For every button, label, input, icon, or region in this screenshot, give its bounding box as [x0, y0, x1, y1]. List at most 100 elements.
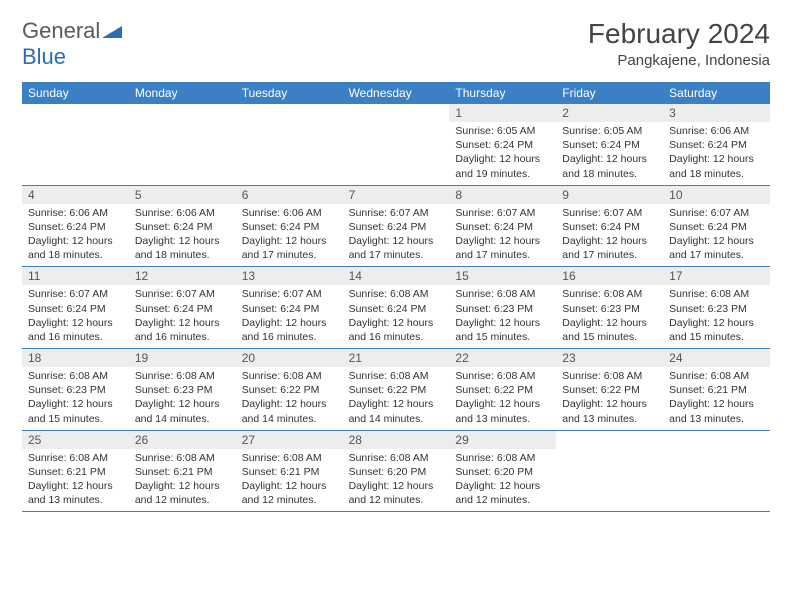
day-number: 16	[556, 267, 663, 285]
day-number: 1	[449, 104, 556, 122]
logo-triangle-icon	[102, 18, 122, 44]
cell-body: Sunrise: 6:07 AMSunset: 6:24 PMDaylight:…	[22, 285, 129, 348]
day-number: 18	[22, 349, 129, 367]
day-number: 13	[236, 267, 343, 285]
calendar-cell: 21Sunrise: 6:08 AMSunset: 6:22 PMDayligh…	[343, 349, 450, 430]
calendar-cell: 29Sunrise: 6:08 AMSunset: 6:20 PMDayligh…	[449, 431, 556, 512]
location: Pangkajene, Indonesia	[588, 52, 770, 69]
calendar-cell	[343, 104, 450, 185]
cell-body: Sunrise: 6:07 AMSunset: 6:24 PMDaylight:…	[556, 204, 663, 267]
cell-body: Sunrise: 6:08 AMSunset: 6:24 PMDaylight:…	[343, 285, 450, 348]
logo-text-gray: General	[22, 18, 100, 43]
calendar-cell: 24Sunrise: 6:08 AMSunset: 6:21 PMDayligh…	[663, 349, 770, 430]
day-number: 4	[22, 186, 129, 204]
cell-body: Sunrise: 6:06 AMSunset: 6:24 PMDaylight:…	[129, 204, 236, 267]
day-number: 17	[663, 267, 770, 285]
cell-body: Sunrise: 6:08 AMSunset: 6:23 PMDaylight:…	[449, 285, 556, 348]
day-number: 22	[449, 349, 556, 367]
day-header: Tuesday	[236, 82, 343, 104]
calendar-cell: 8Sunrise: 6:07 AMSunset: 6:24 PMDaylight…	[449, 186, 556, 267]
day-number: 27	[236, 431, 343, 449]
calendar-cell: 18Sunrise: 6:08 AMSunset: 6:23 PMDayligh…	[22, 349, 129, 430]
day-number: 8	[449, 186, 556, 204]
day-number	[22, 104, 129, 122]
calendar-cell: 16Sunrise: 6:08 AMSunset: 6:23 PMDayligh…	[556, 267, 663, 348]
calendar-cell: 20Sunrise: 6:08 AMSunset: 6:22 PMDayligh…	[236, 349, 343, 430]
cell-body: Sunrise: 6:06 AMSunset: 6:24 PMDaylight:…	[22, 204, 129, 267]
calendar-cell: 27Sunrise: 6:08 AMSunset: 6:21 PMDayligh…	[236, 431, 343, 512]
day-header: Wednesday	[343, 82, 450, 104]
cell-body: Sunrise: 6:07 AMSunset: 6:24 PMDaylight:…	[663, 204, 770, 267]
calendar-cell	[22, 104, 129, 185]
day-header: Sunday	[22, 82, 129, 104]
calendar-cell: 19Sunrise: 6:08 AMSunset: 6:23 PMDayligh…	[129, 349, 236, 430]
title-block: February 2024 Pangkajene, Indonesia	[588, 18, 770, 69]
calendar-cell: 6Sunrise: 6:06 AMSunset: 6:24 PMDaylight…	[236, 186, 343, 267]
day-header: Monday	[129, 82, 236, 104]
cell-body: Sunrise: 6:08 AMSunset: 6:20 PMDaylight:…	[343, 449, 450, 512]
cell-body: Sunrise: 6:08 AMSunset: 6:23 PMDaylight:…	[663, 285, 770, 348]
calendar-cell	[663, 431, 770, 512]
day-number	[236, 104, 343, 122]
logo-text: General Blue	[22, 18, 122, 70]
cell-body: Sunrise: 6:07 AMSunset: 6:24 PMDaylight:…	[236, 285, 343, 348]
calendar-cell: 17Sunrise: 6:08 AMSunset: 6:23 PMDayligh…	[663, 267, 770, 348]
day-number: 11	[22, 267, 129, 285]
day-number: 3	[663, 104, 770, 122]
calendar-cell	[129, 104, 236, 185]
cell-body: Sunrise: 6:05 AMSunset: 6:24 PMDaylight:…	[449, 122, 556, 185]
calendar-cell: 3Sunrise: 6:06 AMSunset: 6:24 PMDaylight…	[663, 104, 770, 185]
day-number: 7	[343, 186, 450, 204]
cell-body: Sunrise: 6:08 AMSunset: 6:21 PMDaylight:…	[129, 449, 236, 512]
day-number: 23	[556, 349, 663, 367]
day-number: 24	[663, 349, 770, 367]
cell-body: Sunrise: 6:08 AMSunset: 6:23 PMDaylight:…	[556, 285, 663, 348]
calendar-cell: 23Sunrise: 6:08 AMSunset: 6:22 PMDayligh…	[556, 349, 663, 430]
day-number: 15	[449, 267, 556, 285]
calendar-cell: 9Sunrise: 6:07 AMSunset: 6:24 PMDaylight…	[556, 186, 663, 267]
cell-body: Sunrise: 6:06 AMSunset: 6:24 PMDaylight:…	[663, 122, 770, 185]
calendar-week: 4Sunrise: 6:06 AMSunset: 6:24 PMDaylight…	[22, 186, 770, 268]
day-number	[343, 104, 450, 122]
day-number	[129, 104, 236, 122]
cell-body: Sunrise: 6:08 AMSunset: 6:23 PMDaylight:…	[129, 367, 236, 430]
calendar-cell: 1Sunrise: 6:05 AMSunset: 6:24 PMDaylight…	[449, 104, 556, 185]
day-headers: SundayMondayTuesdayWednesdayThursdayFrid…	[22, 82, 770, 104]
calendar-cell: 26Sunrise: 6:08 AMSunset: 6:21 PMDayligh…	[129, 431, 236, 512]
cell-body: Sunrise: 6:07 AMSunset: 6:24 PMDaylight:…	[129, 285, 236, 348]
calendar: SundayMondayTuesdayWednesdayThursdayFrid…	[22, 82, 770, 512]
calendar-body: 1Sunrise: 6:05 AMSunset: 6:24 PMDaylight…	[22, 104, 770, 512]
cell-body: Sunrise: 6:08 AMSunset: 6:20 PMDaylight:…	[449, 449, 556, 512]
cell-body: Sunrise: 6:08 AMSunset: 6:21 PMDaylight:…	[663, 367, 770, 430]
calendar-week: 11Sunrise: 6:07 AMSunset: 6:24 PMDayligh…	[22, 267, 770, 349]
day-number: 21	[343, 349, 450, 367]
day-number	[556, 431, 663, 449]
cell-body: Sunrise: 6:07 AMSunset: 6:24 PMDaylight:…	[343, 204, 450, 267]
month-title: February 2024	[588, 18, 770, 50]
cell-body: Sunrise: 6:08 AMSunset: 6:22 PMDaylight:…	[236, 367, 343, 430]
day-number	[663, 431, 770, 449]
calendar-cell: 28Sunrise: 6:08 AMSunset: 6:20 PMDayligh…	[343, 431, 450, 512]
calendar-cell: 15Sunrise: 6:08 AMSunset: 6:23 PMDayligh…	[449, 267, 556, 348]
cell-body: Sunrise: 6:06 AMSunset: 6:24 PMDaylight:…	[236, 204, 343, 267]
calendar-cell: 14Sunrise: 6:08 AMSunset: 6:24 PMDayligh…	[343, 267, 450, 348]
calendar-cell: 25Sunrise: 6:08 AMSunset: 6:21 PMDayligh…	[22, 431, 129, 512]
day-number: 12	[129, 267, 236, 285]
calendar-cell: 12Sunrise: 6:07 AMSunset: 6:24 PMDayligh…	[129, 267, 236, 348]
cell-body: Sunrise: 6:08 AMSunset: 6:21 PMDaylight:…	[236, 449, 343, 512]
cell-body: Sunrise: 6:07 AMSunset: 6:24 PMDaylight:…	[449, 204, 556, 267]
logo: General Blue	[22, 18, 122, 70]
calendar-cell: 13Sunrise: 6:07 AMSunset: 6:24 PMDayligh…	[236, 267, 343, 348]
day-number: 6	[236, 186, 343, 204]
day-number: 9	[556, 186, 663, 204]
calendar-cell: 22Sunrise: 6:08 AMSunset: 6:22 PMDayligh…	[449, 349, 556, 430]
day-header: Thursday	[449, 82, 556, 104]
calendar-cell: 11Sunrise: 6:07 AMSunset: 6:24 PMDayligh…	[22, 267, 129, 348]
day-number: 10	[663, 186, 770, 204]
day-number: 19	[129, 349, 236, 367]
cell-body: Sunrise: 6:05 AMSunset: 6:24 PMDaylight:…	[556, 122, 663, 185]
day-number: 29	[449, 431, 556, 449]
cell-body: Sunrise: 6:08 AMSunset: 6:22 PMDaylight:…	[343, 367, 450, 430]
day-number: 5	[129, 186, 236, 204]
calendar-cell: 4Sunrise: 6:06 AMSunset: 6:24 PMDaylight…	[22, 186, 129, 267]
